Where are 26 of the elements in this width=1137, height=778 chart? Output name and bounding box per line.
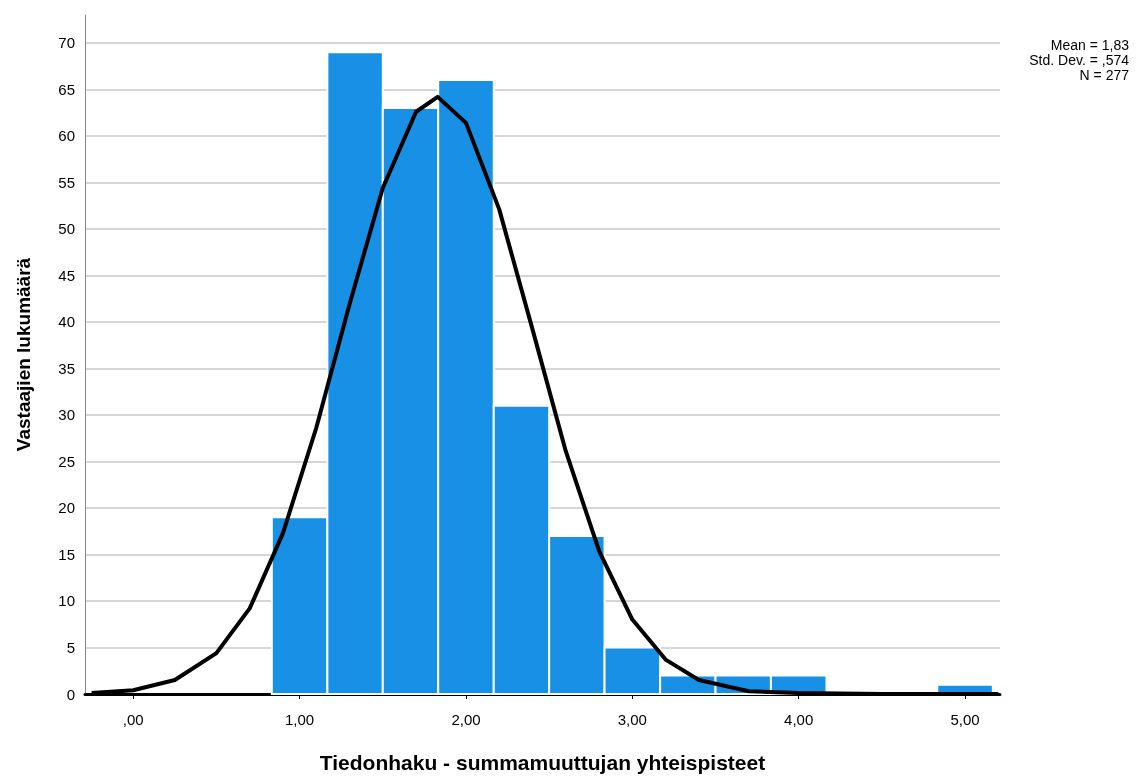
text: Mean = 1,83: [1050, 37, 1130, 53]
y-tick-label: 55: [58, 173, 75, 191]
x-tick-label: 2,00: [451, 711, 481, 728]
y-tick-label: 50: [58, 220, 75, 238]
x-axis-title: Tiedonhaku - summamuuttujan yhteispisteet: [319, 751, 766, 774]
x-tick-label: 1,00: [285, 711, 315, 728]
y-tick-label: 25: [58, 452, 75, 470]
text: N = 277: [1079, 67, 1130, 83]
y-tick-label: 5: [66, 638, 75, 656]
y-tick-label: 35: [58, 359, 75, 377]
x-tick-label: 4,00: [784, 711, 814, 728]
y-tick-label: 65: [58, 80, 75, 98]
y-tick-label: 10: [58, 592, 75, 610]
y-tick-label: 30: [58, 406, 75, 424]
y-tick-label: 45: [58, 266, 75, 284]
x-tick-label: 5,00: [950, 711, 980, 728]
y-tick-label: 70: [58, 34, 75, 52]
y-axis-title: Vastaajien lukumäärä: [13, 257, 34, 452]
y-tick-label: 0: [66, 685, 75, 703]
text: Std. Dev. = ,574: [1029, 52, 1130, 68]
x-tick-label: ,00: [122, 711, 144, 728]
x-tick-label: 3,00: [617, 711, 647, 728]
y-tick-label: 60: [58, 127, 75, 145]
y-tick-label: 15: [58, 545, 75, 563]
y-tick-label: 20: [58, 499, 75, 517]
y-tick-label: 40: [58, 313, 75, 331]
